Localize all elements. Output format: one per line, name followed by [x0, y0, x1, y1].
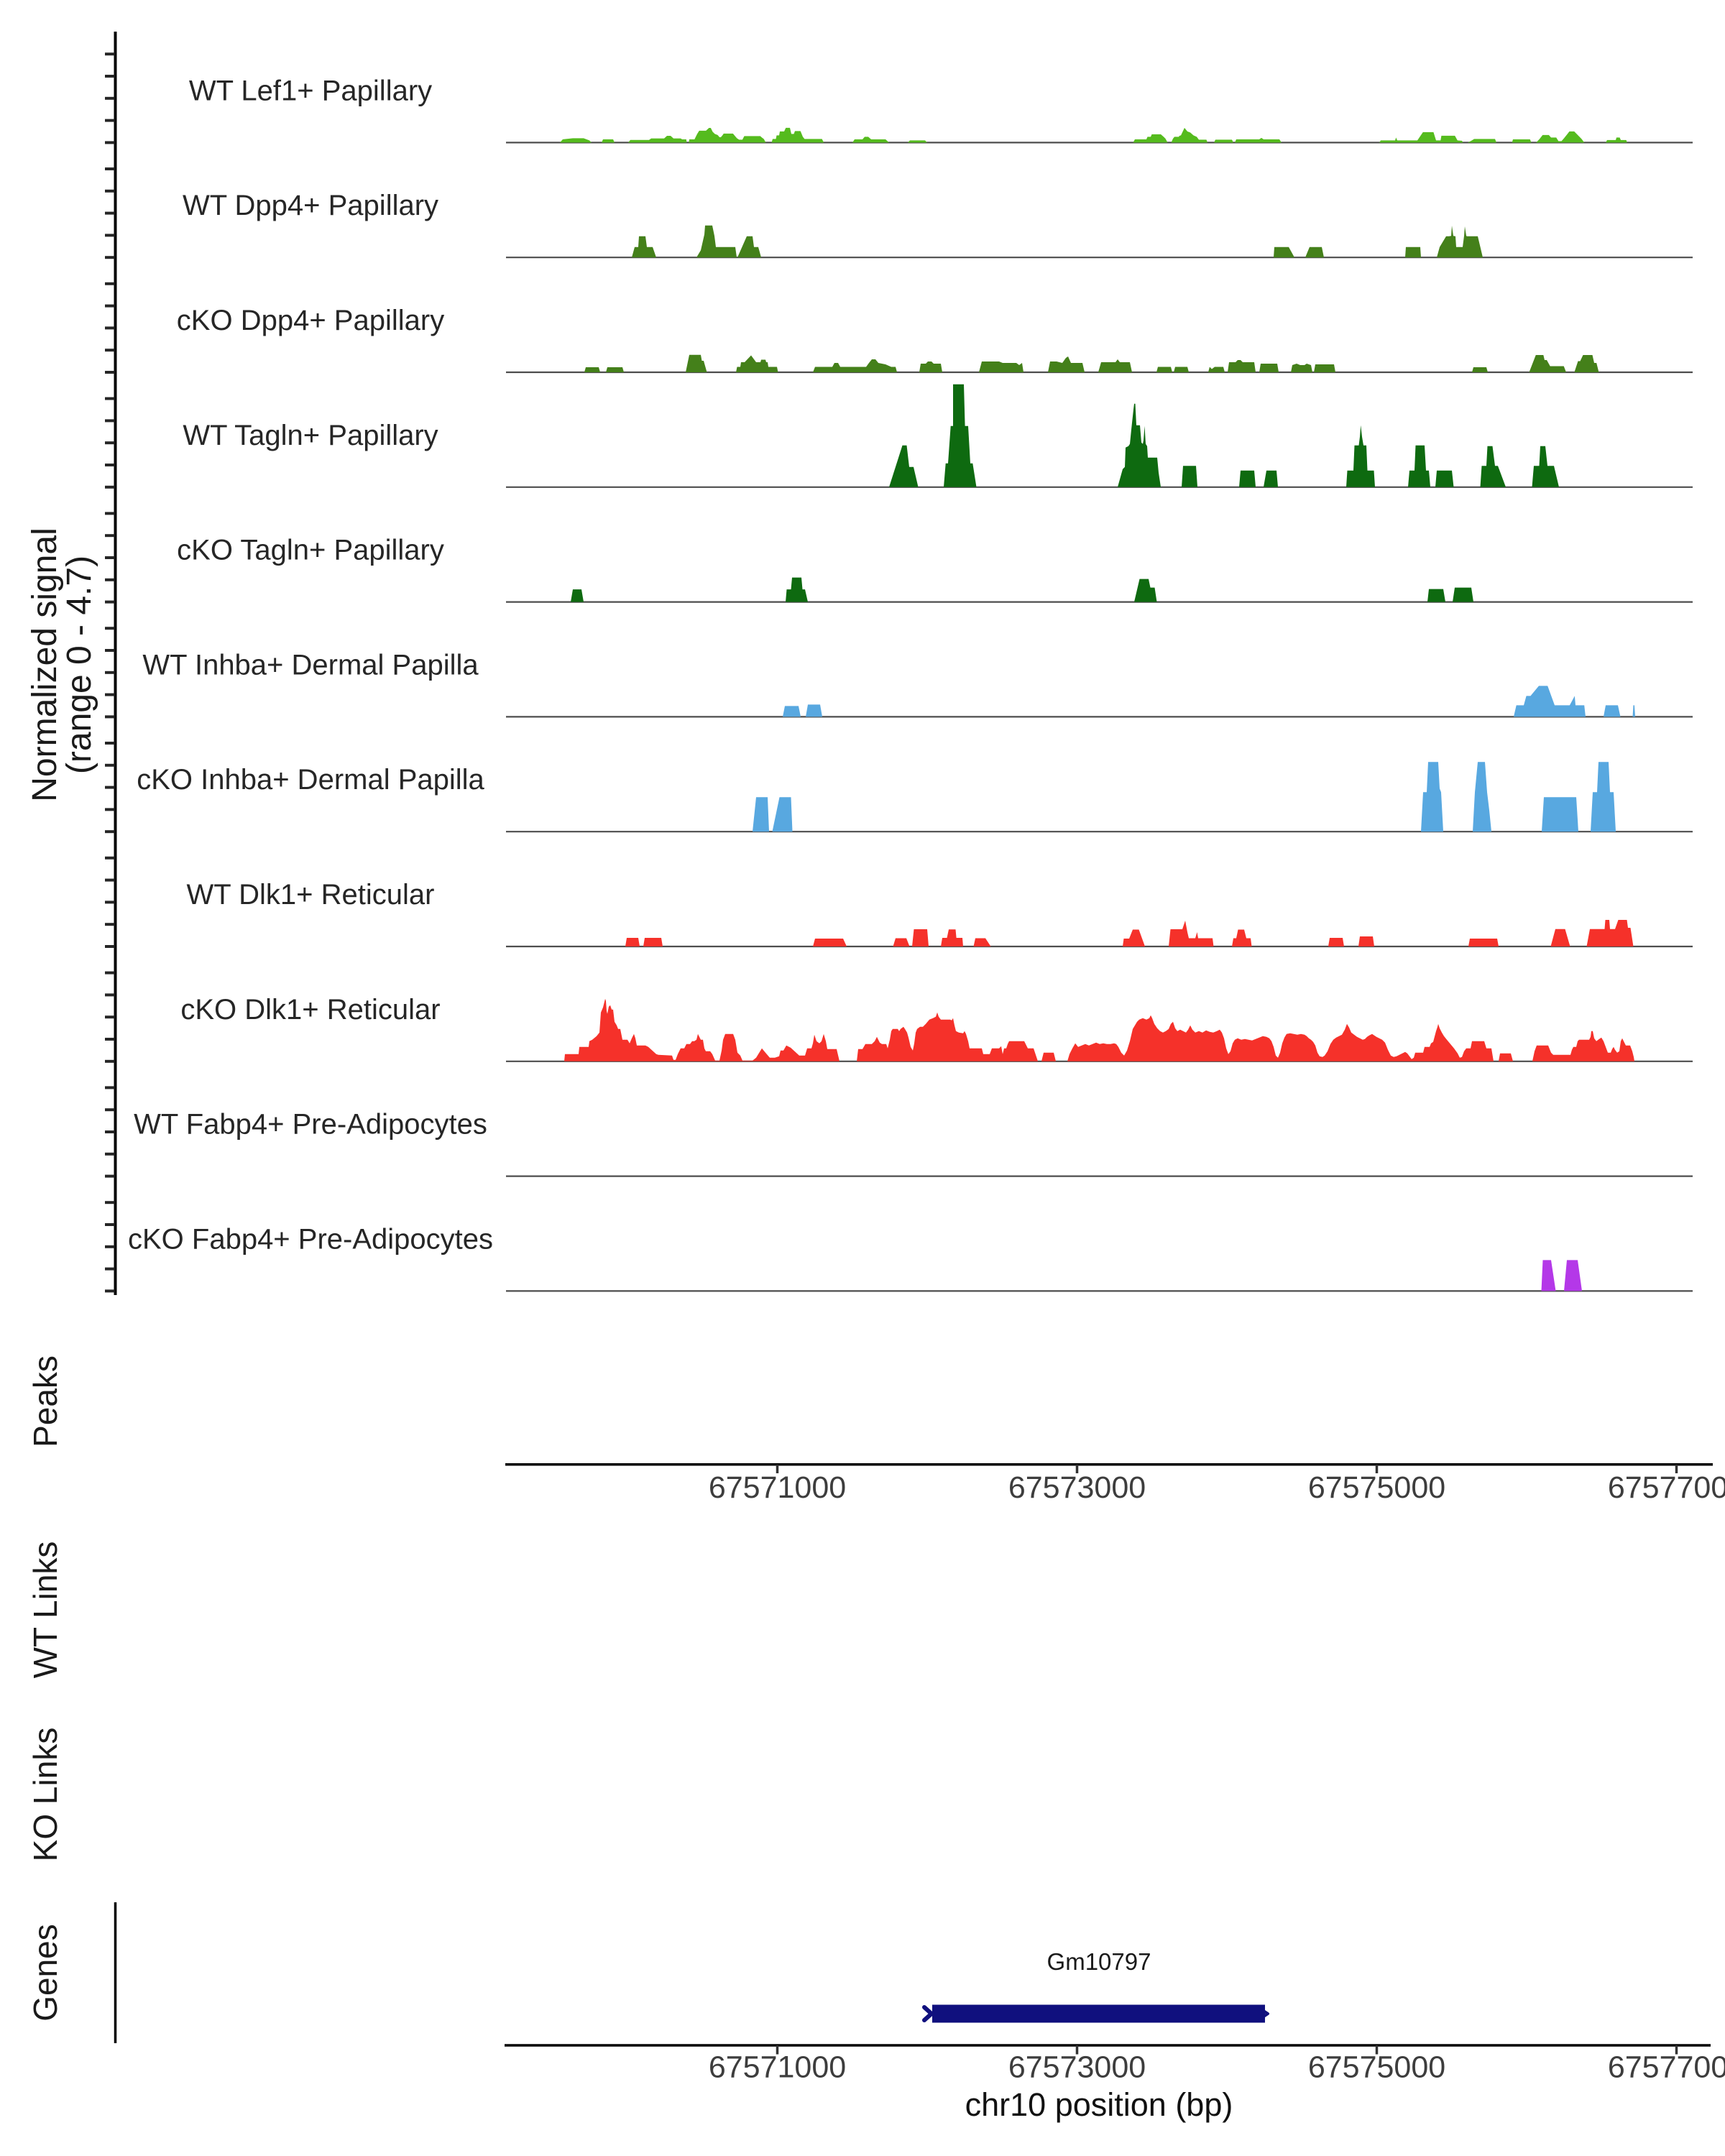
- svg-text:67573000: 67573000: [1008, 2050, 1146, 2085]
- svg-text:WT Dpp4+ Papillary: WT Dpp4+ Papillary: [183, 190, 438, 221]
- svg-text:WT Dlk1+ Reticular: WT Dlk1+ Reticular: [187, 879, 435, 911]
- svg-text:WT Lef1+ Papillary: WT Lef1+ Papillary: [189, 75, 432, 106]
- svg-text:WT Inhba+ Dermal Papilla: WT Inhba+ Dermal Papilla: [142, 649, 479, 681]
- svg-text:WT Fabp4+ Pre-Adipocytes: WT Fabp4+ Pre-Adipocytes: [134, 1109, 487, 1141]
- svg-text:Peaks: Peaks: [27, 1355, 64, 1447]
- svg-text:(range 0 - 4.7): (range 0 - 4.7): [60, 556, 98, 774]
- svg-text:cKO Dpp4+ Papillary: cKO Dpp4+ Papillary: [177, 305, 444, 336]
- svg-text:67573000: 67573000: [1008, 1470, 1146, 1505]
- svg-text:67571000: 67571000: [709, 2050, 846, 2085]
- svg-text:Gm10797: Gm10797: [1047, 1948, 1151, 1975]
- svg-text:67577000: 67577000: [1608, 2050, 1725, 2085]
- svg-text:Genes: Genes: [27, 1924, 64, 2022]
- svg-text:cKO Dlk1+ Reticular: cKO Dlk1+ Reticular: [180, 994, 440, 1026]
- svg-text:67575000: 67575000: [1308, 2050, 1445, 2085]
- svg-text:WT Links: WT Links: [27, 1542, 64, 1679]
- svg-text:KO Links: KO Links: [27, 1728, 64, 1862]
- svg-text:cKO Fabp4+ Pre-Adipocytes: cKO Fabp4+ Pre-Adipocytes: [128, 1223, 493, 1255]
- svg-text:cKO Inhba+ Dermal Papilla: cKO Inhba+ Dermal Papilla: [137, 764, 484, 796]
- svg-text:cKO Tagln+ Papillary: cKO Tagln+ Papillary: [177, 535, 444, 566]
- svg-text:chr10 position (bp): chr10 position (bp): [965, 2086, 1233, 2123]
- svg-text:67571000: 67571000: [709, 1470, 846, 1505]
- svg-text:67575000: 67575000: [1308, 1470, 1445, 1505]
- svg-text:67577000: 67577000: [1608, 1470, 1725, 1505]
- svg-text:WT Tagln+ Papillary: WT Tagln+ Papillary: [183, 420, 438, 451]
- svg-text:Normalized signal: Normalized signal: [26, 528, 64, 802]
